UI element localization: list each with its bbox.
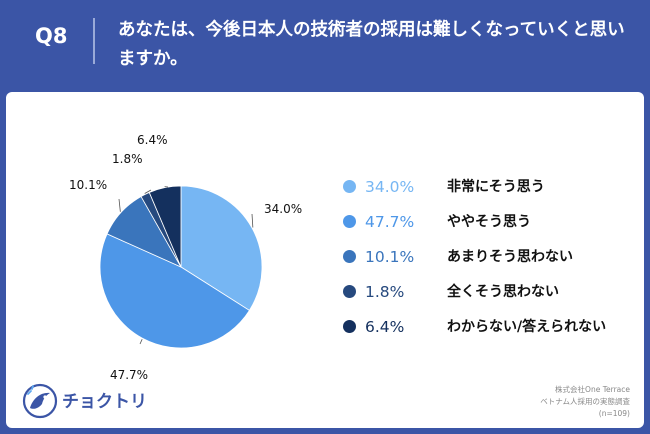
legend-swatch <box>343 180 356 193</box>
question-number: Q8 <box>35 24 68 48</box>
pie-data-label: 34.0% <box>264 202 302 216</box>
legend-swatch <box>343 215 356 228</box>
legend-swatch <box>343 320 356 333</box>
pie-data-label: 1.8% <box>112 152 143 166</box>
legend-value: 47.7% <box>365 213 415 231</box>
legend-item: 47.7% ややそう思う <box>343 212 643 232</box>
legend-label: わからない/答えられない <box>447 319 607 335</box>
question-text: あなたは、今後日本人の技術者の採用は難しくなっていくと思いますか。 <box>118 20 625 69</box>
brand-name: チョクトリ <box>62 392 147 412</box>
legend-item: 1.8% 全くそう思わない <box>343 282 643 302</box>
legend-label: ややそう思う <box>447 214 531 230</box>
source-company: 株式会社One Terrace <box>555 385 630 394</box>
pie-slice <box>180 185 263 311</box>
legend-swatch <box>343 250 356 263</box>
legend-item: 10.1% あまりそう思わない <box>343 247 643 267</box>
bird-logo-icon <box>22 383 58 419</box>
legend-swatch <box>343 285 356 298</box>
header-divider <box>93 18 95 64</box>
pie-data-label: 47.7% <box>110 368 148 382</box>
pie-chart: 34.0% 47.7% 10.1% 1.8% 6.4% <box>69 133 302 382</box>
legend-value: 6.4% <box>365 318 405 336</box>
legend-item: 6.4% わからない/答えられない <box>343 317 643 337</box>
legend-value: 34.0% <box>365 178 415 196</box>
legend-item: 34.0% 非常にそう思う <box>343 177 643 197</box>
pie-slice <box>99 233 250 349</box>
pie-data-label: 10.1% <box>69 178 107 192</box>
legend-value: 1.8% <box>365 283 405 301</box>
legend-label: 非常にそう思う <box>447 179 545 195</box>
pie-leader-line <box>118 198 121 212</box>
source-note: 株式会社One Terrace ベトナム人採用の実態調査 (n=109) <box>540 384 630 420</box>
legend-label: 全くそう思わない <box>447 284 559 300</box>
pie-data-label: 6.4% <box>137 133 168 147</box>
pie-slice <box>148 185 182 268</box>
legend-value: 10.1% <box>365 248 415 266</box>
pie-leader-line <box>144 189 152 194</box>
source-survey: ベトナム人採用の実態調査 <box>540 397 630 406</box>
legend-label: あまりそう思わない <box>447 249 573 265</box>
pie-leader-line <box>139 339 143 345</box>
source-sample-size: (n=109) <box>598 409 630 418</box>
chart-card: 34.0% 47.7% 10.1% 1.8% 6.4% 34.0% 非常にそう思う 47… <box>6 92 644 428</box>
pie-leader-line <box>251 213 254 228</box>
